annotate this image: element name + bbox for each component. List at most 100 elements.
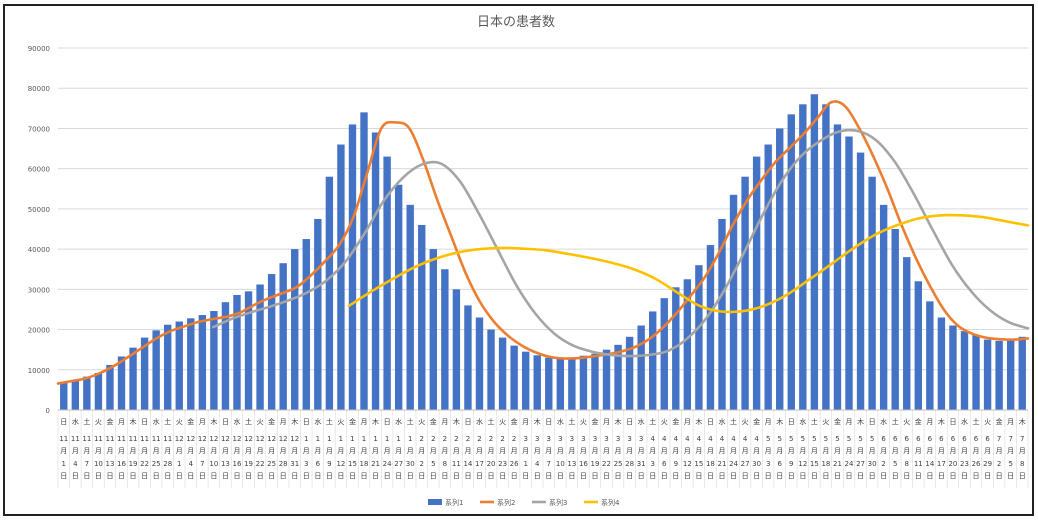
bar xyxy=(394,184,403,410)
x-tick-month-unit: 月 xyxy=(257,447,264,455)
x-tick-weekday: 木 xyxy=(453,417,460,426)
x-tick-month: 1 xyxy=(385,435,389,443)
x-tick-month-unit: 月 xyxy=(961,447,968,455)
x-tick-month: 3 xyxy=(523,435,527,443)
x-tick-day-unit: 日 xyxy=(488,472,495,480)
x-tick-weekday: 金 xyxy=(268,417,275,426)
bar xyxy=(614,344,622,410)
x-tick-day: 26 xyxy=(972,460,981,468)
bar xyxy=(695,265,703,410)
x-tick-month-unit: 月 xyxy=(464,447,471,455)
bar xyxy=(579,355,588,410)
x-tick-month-unit: 月 xyxy=(672,447,679,455)
x-tick-day: 2 xyxy=(997,460,1001,468)
x-tick-weekday: 土 xyxy=(407,417,414,426)
x-tick-month: 11 xyxy=(163,435,172,443)
x-tick-month-unit: 月 xyxy=(811,447,818,455)
x-tick-month-unit: 月 xyxy=(557,447,564,455)
bar xyxy=(776,128,784,410)
bar xyxy=(983,339,992,410)
bar xyxy=(533,355,541,410)
x-tick-month: 3 xyxy=(535,435,539,443)
x-tick-day: 5 xyxy=(893,460,897,468)
x-tick-month-unit: 月 xyxy=(534,447,541,455)
x-tick-day: 6 xyxy=(777,460,782,468)
x-tick-day: 27 xyxy=(856,460,865,468)
bar xyxy=(660,298,668,410)
bar xyxy=(198,315,207,410)
x-tick-weekday: 水 xyxy=(476,417,483,426)
x-tick-day-unit: 日 xyxy=(210,472,217,480)
y-tick-label: 60000 xyxy=(28,166,50,174)
x-tick-month-unit: 月 xyxy=(973,447,980,455)
bar xyxy=(672,287,680,410)
x-tick-month: 2 xyxy=(477,435,481,443)
x-tick-month: 11 xyxy=(129,435,138,443)
x-tick-day-unit: 日 xyxy=(903,472,910,480)
y-tick-label: 10000 xyxy=(28,367,50,375)
x-tick-month-unit: 月 xyxy=(522,447,529,455)
x-tick-day: 2 xyxy=(881,460,885,468)
bar xyxy=(418,224,426,410)
x-tick-day: 4 xyxy=(73,460,78,468)
x-tick-weekday: 土 xyxy=(245,417,252,426)
x-tick-day-unit: 日 xyxy=(430,472,437,480)
legend-label: 系列2 xyxy=(497,498,515,507)
x-tick-day-unit: 日 xyxy=(187,472,194,480)
x-tick-weekday: 月 xyxy=(926,418,933,426)
x-tick-weekday: 日 xyxy=(60,418,67,426)
x-tick-day: 25 xyxy=(267,460,276,468)
x-tick-weekday: 月 xyxy=(280,418,287,426)
y-tick-label: 30000 xyxy=(28,286,50,294)
x-tick-weekday: 土 xyxy=(568,417,575,426)
x-tick-weekday: 水 xyxy=(153,417,160,426)
x-tick-month-unit: 月 xyxy=(72,447,79,455)
x-tick-month-unit: 月 xyxy=(915,447,922,455)
x-tick-day: 21 xyxy=(718,460,727,468)
bar xyxy=(718,218,726,410)
x-tick-day-unit: 日 xyxy=(106,472,113,480)
x-tick-day-unit: 日 xyxy=(591,472,598,480)
x-tick-month-unit: 月 xyxy=(418,447,425,455)
x-tick-month: 6 xyxy=(881,435,886,443)
bar xyxy=(972,335,980,410)
bar xyxy=(787,114,795,410)
x-tick-day: 25 xyxy=(614,460,623,468)
x-tick-month: 12 xyxy=(233,435,242,443)
x-tick-day: 9 xyxy=(327,460,331,468)
x-tick-day-unit: 日 xyxy=(996,472,1003,480)
x-tick-month: 3 xyxy=(616,435,620,443)
x-tick-day: 24 xyxy=(845,460,854,468)
bar xyxy=(221,302,230,410)
x-tick-month: 1 xyxy=(350,435,354,443)
x-tick-day: 26 xyxy=(510,460,519,468)
x-tick-day: 24 xyxy=(383,460,392,468)
x-tick-day-unit: 日 xyxy=(730,472,737,480)
x-tick-month: 6 xyxy=(893,435,898,443)
x-tick-day-unit: 日 xyxy=(776,472,783,480)
x-tick-weekday: 月 xyxy=(441,418,448,426)
x-tick-month: 12 xyxy=(244,435,253,443)
bar xyxy=(752,156,761,410)
x-tick-month-unit: 月 xyxy=(511,447,518,455)
x-tick-month: 4 xyxy=(731,435,736,443)
x-tick-month-unit: 月 xyxy=(499,447,506,455)
x-tick-day: 7 xyxy=(85,460,89,468)
x-tick-day-unit: 日 xyxy=(661,472,668,480)
x-tick-month: 1 xyxy=(373,435,377,443)
x-tick-weekday: 水 xyxy=(314,417,321,426)
bar xyxy=(117,356,126,410)
x-tick-day-unit: 日 xyxy=(395,472,402,480)
x-tick-month: 2 xyxy=(454,435,458,443)
x-tick-day-unit: 日 xyxy=(499,472,506,480)
x-tick-month: 5 xyxy=(812,435,816,443)
x-tick-day: 13 xyxy=(567,460,576,468)
x-tick-day: 18 xyxy=(821,460,830,468)
x-tick-weekday: 金 xyxy=(106,417,113,426)
x-tick-day: 28 xyxy=(163,460,172,468)
x-tick-weekday: 火 xyxy=(176,418,183,426)
x-tick-day: 18 xyxy=(706,460,715,468)
bar xyxy=(291,249,299,410)
x-tick-day-unit: 日 xyxy=(799,472,806,480)
x-tick-month: 6 xyxy=(905,435,910,443)
